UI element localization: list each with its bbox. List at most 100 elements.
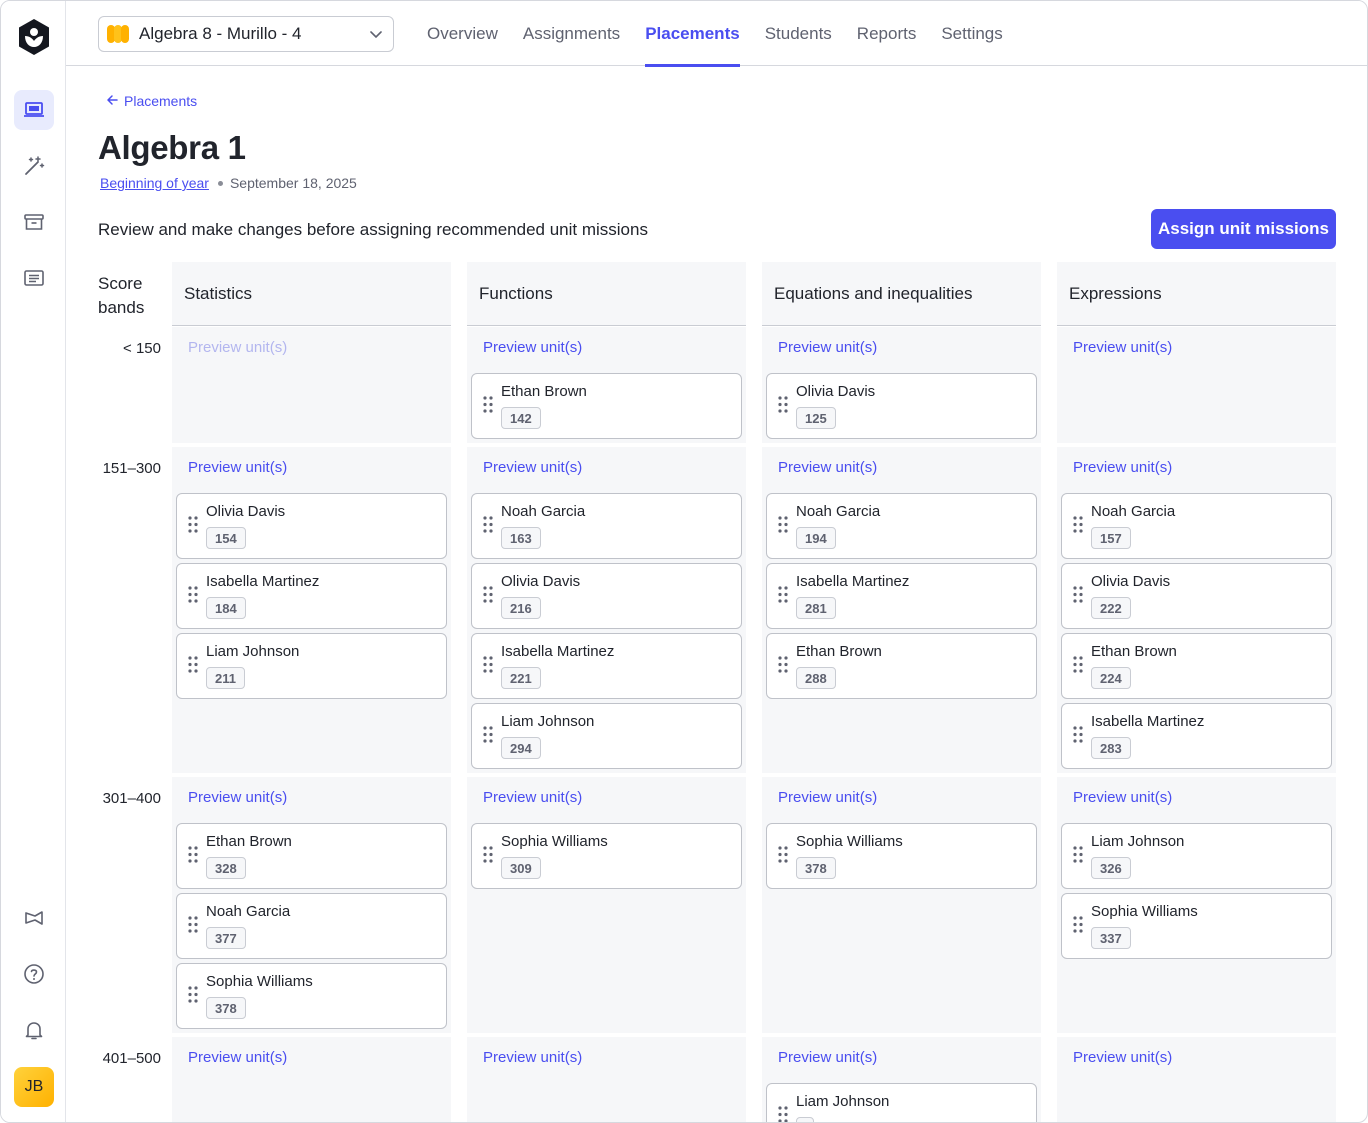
drag-handle-icon[interactable] bbox=[188, 986, 198, 1003]
drag-handle-icon[interactable] bbox=[188, 916, 198, 933]
student-card[interactable]: Isabella Martinez 283 bbox=[1061, 703, 1332, 769]
student-card[interactable]: Noah Garcia 163 bbox=[471, 493, 742, 559]
student-name: Ethan Brown bbox=[501, 383, 587, 400]
drag-handle-icon[interactable] bbox=[483, 516, 493, 533]
placement-meta: Beginning of year September 18, 2025 bbox=[100, 175, 357, 191]
separator-dot bbox=[217, 180, 223, 186]
tab-students[interactable]: Students bbox=[764, 23, 832, 43]
student-card[interactable]: Noah Garcia 194 bbox=[766, 493, 1037, 559]
student-card[interactable]: Ethan Brown 224 bbox=[1061, 633, 1332, 699]
drag-handle-icon[interactable] bbox=[778, 396, 788, 413]
preview-units-link[interactable]: Preview unit(s) bbox=[483, 339, 583, 356]
drag-handle-icon[interactable] bbox=[778, 656, 788, 673]
drag-handle-icon[interactable] bbox=[1073, 586, 1083, 603]
drag-handle-icon[interactable] bbox=[483, 726, 493, 743]
student-card[interactable]: Olivia Davis 216 bbox=[471, 563, 742, 629]
preview-units-link[interactable]: Preview unit(s) bbox=[778, 789, 878, 806]
student-card[interactable]: Isabella Martinez 281 bbox=[766, 563, 1037, 629]
khan-logo-icon[interactable] bbox=[16, 18, 52, 56]
drag-handle-icon[interactable] bbox=[188, 586, 198, 603]
score-band-label: 401–500 bbox=[102, 1050, 161, 1067]
megaphone-icon[interactable] bbox=[14, 898, 54, 938]
preview-units-link[interactable]: Preview unit(s) bbox=[778, 339, 878, 356]
preview-units-link[interactable]: Preview unit(s) bbox=[1073, 339, 1173, 356]
drag-handle-icon[interactable] bbox=[483, 846, 493, 863]
tab-placements[interactable]: Placements bbox=[645, 1, 740, 67]
student-name: Isabella Martinez bbox=[1091, 713, 1205, 730]
drag-handle-icon[interactable] bbox=[188, 846, 198, 863]
drag-handle-icon[interactable] bbox=[1073, 656, 1083, 673]
preview-units-link[interactable]: Preview unit(s) bbox=[188, 459, 288, 476]
score-badge bbox=[796, 1117, 814, 1122]
drag-handle-icon[interactable] bbox=[1073, 516, 1083, 533]
student-card[interactable]: Olivia Davis 222 bbox=[1061, 563, 1332, 629]
student-card[interactable]: Ethan Brown 142 bbox=[471, 373, 742, 439]
preview-units-link[interactable]: Preview unit(s) bbox=[188, 789, 288, 806]
drag-handle-icon[interactable] bbox=[483, 396, 493, 413]
drag-handle-icon[interactable] bbox=[483, 586, 493, 603]
column-header: Statistics bbox=[172, 262, 451, 326]
help-icon[interactable] bbox=[14, 954, 54, 994]
tab-assignments[interactable]: Assignments bbox=[522, 23, 621, 43]
preview-units-link[interactable]: Preview unit(s) bbox=[1073, 789, 1173, 806]
assign-unit-missions-button[interactable]: Assign unit missions bbox=[1151, 209, 1336, 249]
archive-icon[interactable] bbox=[14, 202, 54, 242]
student-name: Sophia Williams bbox=[1091, 903, 1198, 920]
preview-units-link[interactable]: Preview unit(s) bbox=[778, 459, 878, 476]
student-card[interactable]: Isabella Martinez 221 bbox=[471, 633, 742, 699]
student-name: Olivia Davis bbox=[501, 573, 581, 590]
drag-handle-icon[interactable] bbox=[188, 516, 198, 533]
preview-units-link[interactable]: Preview unit(s) bbox=[483, 459, 583, 476]
student-card[interactable]: Sophia Williams 378 bbox=[176, 963, 447, 1029]
preview-units-link[interactable]: Preview unit(s) bbox=[778, 1049, 878, 1066]
bell-icon[interactable] bbox=[14, 1010, 54, 1050]
drag-handle-icon[interactable] bbox=[188, 656, 198, 673]
drag-handle-icon[interactable] bbox=[1073, 916, 1083, 933]
magic-wand-icon[interactable] bbox=[14, 146, 54, 186]
preview-units-link[interactable]: Preview unit(s) bbox=[188, 1049, 288, 1066]
avatar[interactable]: JB bbox=[14, 1067, 54, 1107]
drag-handle-icon[interactable] bbox=[778, 516, 788, 533]
student-card[interactable]: Ethan Brown 328 bbox=[176, 823, 447, 889]
student-card[interactable]: Liam Johnson bbox=[766, 1083, 1037, 1122]
list-icon[interactable] bbox=[14, 258, 54, 298]
student-card[interactable]: Olivia Davis 125 bbox=[766, 373, 1037, 439]
drag-handle-icon[interactable] bbox=[1073, 726, 1083, 743]
back-link[interactable]: Placements bbox=[106, 93, 197, 109]
preview-units-link[interactable]: Preview unit(s) bbox=[483, 1049, 583, 1066]
drag-handle-icon[interactable] bbox=[778, 1106, 788, 1122]
student-card[interactable]: Sophia Williams 378 bbox=[766, 823, 1037, 889]
drag-handle-icon[interactable] bbox=[483, 656, 493, 673]
period-link[interactable]: Beginning of year bbox=[100, 175, 209, 191]
class-select[interactable]: Algebra 8 - Murillo - 4 bbox=[98, 16, 394, 52]
student-card[interactable]: Isabella Martinez 184 bbox=[176, 563, 447, 629]
student-card[interactable]: Olivia Davis 154 bbox=[176, 493, 447, 559]
student-card[interactable]: Sophia Williams 337 bbox=[1061, 893, 1332, 959]
student-name: Isabella Martinez bbox=[501, 643, 615, 660]
student-card[interactable]: Sophia Williams 309 bbox=[471, 823, 742, 889]
preview-units-link[interactable]: Preview unit(s) bbox=[1073, 1049, 1173, 1066]
preview-units-link[interactable]: Preview unit(s) bbox=[1073, 459, 1173, 476]
score-badge: 221 bbox=[501, 667, 541, 689]
student-card[interactable]: Noah Garcia 157 bbox=[1061, 493, 1332, 559]
drag-handle-icon[interactable] bbox=[1073, 846, 1083, 863]
student-name: Sophia Williams bbox=[501, 833, 608, 850]
classroom-icon[interactable] bbox=[14, 90, 54, 130]
score-badge: 184 bbox=[206, 597, 246, 619]
tab-settings[interactable]: Settings bbox=[941, 23, 1003, 43]
tab-overview[interactable]: Overview bbox=[427, 23, 498, 43]
student-card[interactable]: Liam Johnson 326 bbox=[1061, 823, 1332, 889]
tab-reports[interactable]: Reports bbox=[856, 23, 917, 43]
student-card[interactable]: Ethan Brown 288 bbox=[766, 633, 1037, 699]
student-card[interactable]: Liam Johnson 211 bbox=[176, 633, 447, 699]
band-cell bbox=[467, 777, 746, 1033]
student-name: Isabella Martinez bbox=[796, 573, 910, 590]
drag-handle-icon[interactable] bbox=[778, 586, 788, 603]
drag-handle-icon[interactable] bbox=[778, 846, 788, 863]
score-badge: 337 bbox=[1091, 927, 1131, 949]
preview-units-link[interactable]: Preview unit(s) bbox=[483, 789, 583, 806]
score-band-label: 301–400 bbox=[102, 790, 161, 807]
student-card[interactable]: Liam Johnson 294 bbox=[471, 703, 742, 769]
student-name: Ethan Brown bbox=[796, 643, 882, 660]
student-card[interactable]: Noah Garcia 377 bbox=[176, 893, 447, 959]
